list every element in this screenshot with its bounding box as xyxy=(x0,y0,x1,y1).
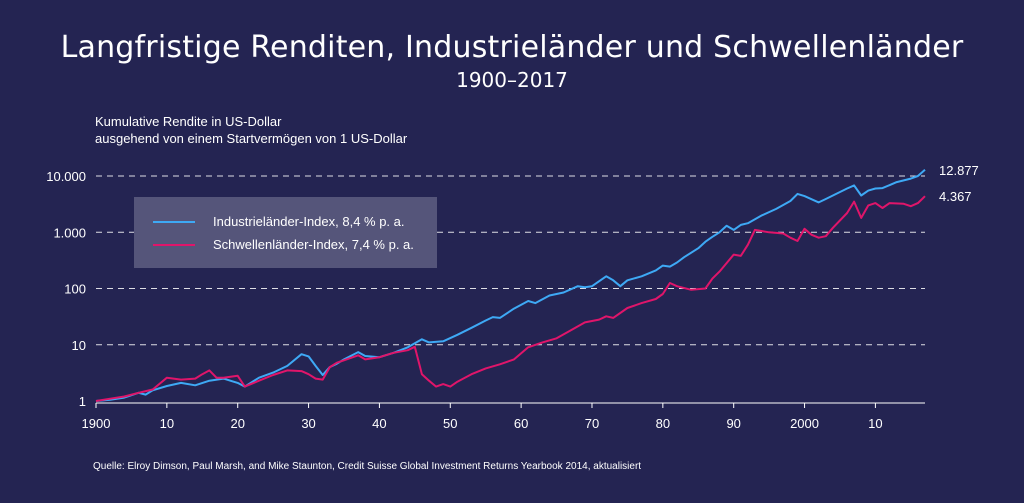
x-tick-label: 70 xyxy=(585,416,599,431)
legend-label-industrial: Industrieländer-Index, 8,4 % p. a. xyxy=(213,214,405,229)
x-tick-label: 10 xyxy=(160,416,174,431)
y-axis-label-line-2: ausgehend von einem Startvermögen von 1 … xyxy=(95,131,408,146)
x-tick-label: 1900 xyxy=(82,416,111,431)
x-tick-label: 40 xyxy=(372,416,386,431)
series-line-industrial xyxy=(95,169,926,402)
legend-swatch-emerging xyxy=(153,244,195,246)
x-axis: 1900 10 20 30 40 50 60 70 80 90 2000 10 xyxy=(82,402,925,431)
legend: Industrieländer-Index, 8,4 % p. a. Schwe… xyxy=(134,197,437,268)
x-tick-label: 2000 xyxy=(790,416,819,431)
source-note: Quelle: Elroy Dimson, Paul Marsh, and Mi… xyxy=(93,461,642,472)
x-tick-label: 50 xyxy=(443,416,457,431)
legend-label-emerging: Schwellenländer-Index, 7,4 % p. a. xyxy=(213,237,414,252)
y-tick-label: 1.000 xyxy=(53,225,86,240)
series-line-emerging xyxy=(95,195,926,402)
legend-item-emerging: Schwellenländer-Index, 7,4 % p. a. xyxy=(134,235,437,255)
y-tick-label: 100 xyxy=(64,282,86,297)
chart-title: Langfristige Renditen, Industrieländer u… xyxy=(60,30,964,65)
legend-swatch-industrial xyxy=(153,221,195,223)
x-tick-label: 90 xyxy=(726,416,740,431)
series-lines xyxy=(95,169,926,402)
y-tick-label: 10.000 xyxy=(46,169,86,184)
y-axis-label-line-1: Kumulative Rendite in US-Dollar xyxy=(95,114,282,129)
chart-subtitle: 1900–2017 xyxy=(456,68,568,92)
legend-item-industrial: Industrieländer-Index, 8,4 % p. a. xyxy=(134,212,437,232)
y-axis-label: Kumulative Rendite in US-Dollar ausgehen… xyxy=(95,113,407,147)
y-tick-label: 10 xyxy=(72,338,86,353)
end-label-emerging: 4.367 xyxy=(939,189,972,204)
x-tick-label: 10 xyxy=(868,416,882,431)
x-tick-label: 80 xyxy=(656,416,670,431)
x-tick-label: 30 xyxy=(301,416,315,431)
y-tick-label: 1 xyxy=(79,394,86,409)
end-label-industrial: 12.877 xyxy=(939,163,979,178)
x-tick-label: 60 xyxy=(514,416,528,431)
x-tick-label: 20 xyxy=(230,416,244,431)
y-tick-labels: 1 10 100 1.000 10.000 xyxy=(46,169,86,409)
end-value-labels: 12.877 4.367 xyxy=(939,163,979,204)
